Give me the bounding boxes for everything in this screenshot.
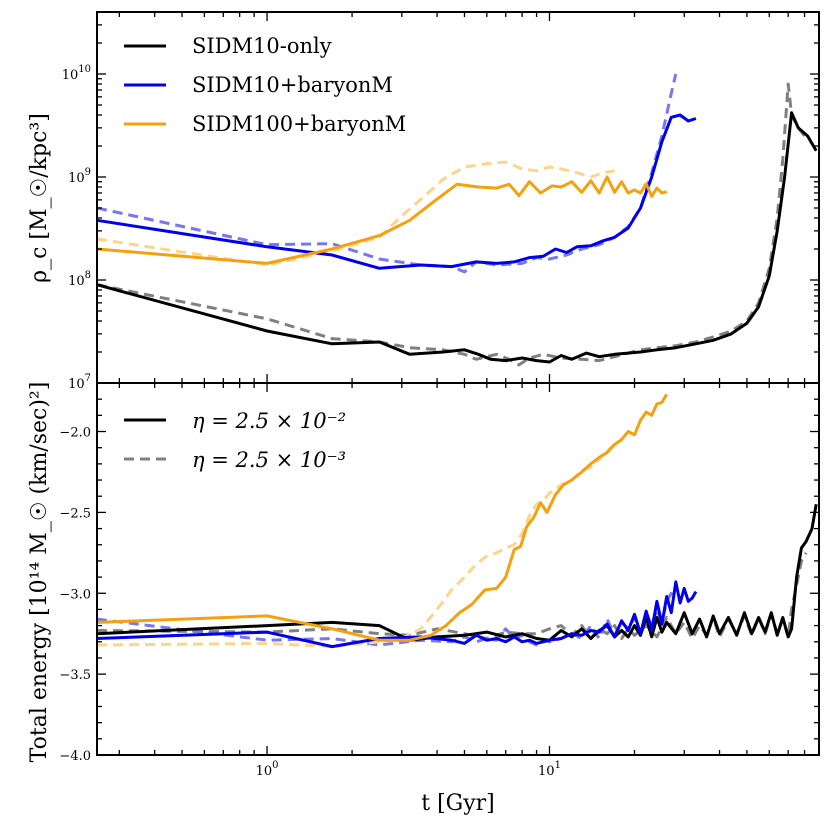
x-axis-title: t [Gyr] <box>421 791 495 816</box>
bottom-legend: η = 2.5 × 10⁻² η = 2.5 × 10⁻³ <box>124 409 346 472</box>
top-series-sidm100-baryonm <box>96 175 668 265</box>
top-legend: SIDM10-only SIDM10+baryonM SIDM100+baryo… <box>124 34 406 136</box>
bottom-y-tick-label: −3.5 <box>59 668 91 683</box>
bottom-series-sidm100-baryonm <box>96 393 668 642</box>
bottom-y-axis-title: Total energy [10¹⁴ M_☉ (km/sec)²] <box>27 382 52 763</box>
legend-label-sidm10-baryonm: SIDM10+baryonM <box>192 73 393 97</box>
bottom-plot-frame <box>96 382 820 756</box>
legend-label-sidm100-baryonm: SIDM100+baryonM <box>192 112 406 136</box>
top-y-tick-label: 109 <box>68 167 91 186</box>
bottom-y-tick-label: −2.0 <box>59 426 91 441</box>
bottom-y-tick-label: −4.0 <box>59 749 91 764</box>
bottom-series-sidm10-only <box>96 504 818 642</box>
legend-label-sidm10-only: SIDM10-only <box>192 34 332 58</box>
legend-label-eta-2: η = 2.5 × 10⁻³ <box>192 448 346 472</box>
top-y-tick-label: 1010 <box>62 64 91 83</box>
top-series-sidm10-baryonm <box>96 113 697 270</box>
top-series-sidm10-only <box>96 111 818 364</box>
top-y-tick-labels: 107 108 109 1010 <box>62 64 91 392</box>
bottom-series-sidm10-baryonm <box>96 580 698 649</box>
bottom-y-tick-label: −3.0 <box>59 587 91 602</box>
top-series-sidm100-baryonm-2-5e-3 <box>96 160 615 267</box>
x-tick-labels: 100 101 <box>256 760 561 779</box>
bottom-plot-lines <box>96 393 818 649</box>
top-plot-lines <box>96 73 818 367</box>
x-tick-label: 100 <box>256 760 279 779</box>
bottom-panel: −4.0 −3.5 −3.0 −2.5 −2.0 100 101 <box>59 382 820 779</box>
x-tick-label: 101 <box>538 760 561 779</box>
top-y-tick-label: 108 <box>68 270 91 289</box>
top-y-axis-title: ρ_c [M_☉/kpc³] <box>27 113 52 283</box>
bottom-y-tick-label: −2.5 <box>59 506 91 521</box>
legend-label-eta-1: η = 2.5 × 10⁻² <box>192 409 346 433</box>
top-panel: 107 108 109 1010 <box>62 11 820 392</box>
top-series-sidm10-only-2-5e-3 <box>96 82 806 367</box>
top-y-tick-label: 107 <box>68 373 91 392</box>
bottom-y-tick-labels: −4.0 −3.5 −3.0 −2.5 −2.0 <box>59 426 91 764</box>
